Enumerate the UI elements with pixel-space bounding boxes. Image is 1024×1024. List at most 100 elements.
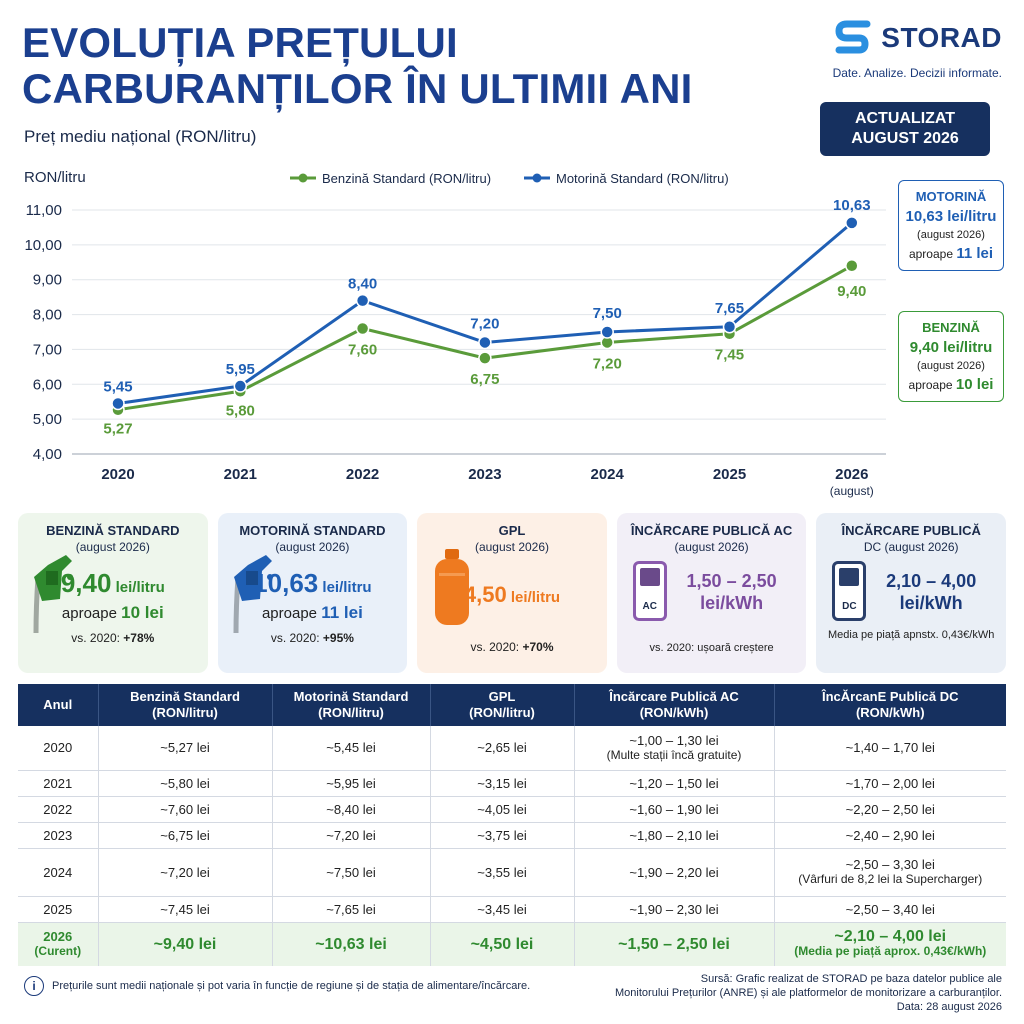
data-label-1: 5,45 bbox=[103, 378, 132, 395]
th-year-label: Anul bbox=[43, 697, 73, 712]
data-label-0: 7,20 bbox=[593, 355, 622, 372]
table-row: 2025 ~7,45 lei ~7,65 lei ~3,45 lei ~1,90 – 2… bbox=[18, 896, 1006, 923]
data-point-0 bbox=[845, 259, 859, 273]
table-row: 2020 ~5,27 lei ~5,45 lei ~2,65 lei ~1,00 – 1… bbox=[18, 726, 1006, 771]
card-diesel-vs-value: +95% bbox=[322, 631, 354, 645]
petrol-callout-date: (august 2026) bbox=[917, 360, 985, 372]
cell-dc: ~2,40 – 2,90 lei bbox=[774, 822, 1006, 849]
card-diesel-vs: vs. 2020: +95% bbox=[226, 631, 400, 645]
y-tick-label: 7,00 bbox=[33, 341, 62, 358]
brand-tagline: Date. Analize. Decizii informate. bbox=[832, 66, 1002, 80]
cell-diesel: ~7,65 lei bbox=[272, 896, 431, 923]
th-lpg: GPL (RON/litru) bbox=[430, 684, 575, 726]
legend-marker-1 bbox=[532, 173, 542, 183]
x-tick-label: 2020 bbox=[101, 466, 134, 483]
data-point-1 bbox=[722, 320, 737, 334]
card-diesel-number: 10,63 bbox=[253, 568, 319, 598]
legend-label-1: Motorină Standard (RON/litru) bbox=[556, 171, 729, 186]
card-dc-value: 2,10 – 4,00 lei/kWh bbox=[824, 570, 998, 614]
th-petrol-l2: (RON/litru) bbox=[152, 705, 218, 720]
data-point-1 bbox=[111, 396, 125, 411]
table-row: 2022 ~7,60 lei ~8,40 lei ~4,05 lei ~1,60 – 1… bbox=[18, 796, 1006, 823]
card-petrol-vs-value: +78% bbox=[123, 631, 155, 645]
legend-label-0: Benzină Standard (RON/litru) bbox=[322, 171, 491, 186]
table-row: 2021 ~5,80 lei ~5,95 lei ~3,15 lei ~1,20 – 1… bbox=[18, 770, 1006, 797]
data-point-0 bbox=[478, 351, 492, 365]
cell-current-year: 2026 (Curent) bbox=[18, 922, 99, 966]
th-ac-l1: Încărcare Publică AC bbox=[609, 689, 739, 704]
card-petrol-approx-prefix: aproape bbox=[61, 605, 117, 622]
card-diesel-approx-value: 11 lei bbox=[321, 603, 363, 622]
cell-petrol: ~7,45 lei bbox=[98, 896, 273, 923]
petrol-callout-title: BENZINĂ bbox=[922, 320, 980, 335]
cell-ac: ~1,20 – 1,50 lei bbox=[574, 770, 775, 797]
cell-lpg: ~2,65 lei bbox=[430, 726, 575, 771]
table-header-row: Anul Benzină Standard (RON/litru) Motorin… bbox=[18, 684, 1006, 726]
cell-ac: ~1,80 – 2,10 lei bbox=[574, 822, 775, 849]
cell-dc-value: ~2,50 – 3,30 lei bbox=[845, 857, 935, 872]
th-year: Anul bbox=[18, 684, 99, 726]
brand-block: STORAD Date. Analize. Decizii informate. bbox=[812, 18, 1002, 80]
card-diesel-unit: lei/litru bbox=[322, 579, 372, 596]
cell-current-year-note: (Curent) bbox=[34, 944, 82, 959]
diesel-callout: MOTORINĂ 10,63 lei/litru (august 2026) a… bbox=[898, 180, 1004, 271]
data-point-1 bbox=[233, 379, 248, 393]
cell-current-petrol: ~9,40 lei bbox=[98, 922, 273, 966]
diesel-callout-approx: aproape 11 lei bbox=[903, 245, 999, 262]
th-petrol: Benzină Standard (RON/litru) bbox=[98, 684, 273, 726]
cell-petrol: ~7,20 lei bbox=[98, 848, 273, 897]
card-ac-range: 1,50 – 2,50 bbox=[686, 571, 777, 591]
data-label-1: 10,63 bbox=[833, 197, 871, 214]
fuel-pump-blue-icon bbox=[233, 555, 273, 634]
card-diesel-title: MOTORINĂ STANDARD bbox=[239, 523, 386, 538]
th-lpg-l1: GPL bbox=[488, 689, 516, 704]
th-lpg-l2: (RON/litru) bbox=[469, 705, 535, 720]
cell-diesel: ~5,95 lei bbox=[272, 770, 431, 797]
storad-s-logo-icon bbox=[835, 20, 871, 54]
card-lpg: GPL (august 2026) 4,50 lei/litru vs. 202… bbox=[417, 513, 607, 673]
th-dc: ÎncĂrcanE Publică DC (RON/kWh) bbox=[774, 684, 1006, 726]
card-dc-charging: DC ÎNCĂRCARE PUBLICĂ DC (august 2026) 2,… bbox=[816, 513, 1006, 673]
card-ac-charging: AC ÎNCĂRCARE PUBLICĂ AC (august 2026) 1,… bbox=[616, 513, 807, 673]
cell-dc-value: ~1,70 – 2,00 lei bbox=[845, 775, 935, 791]
cell-petrol: ~7,60 lei bbox=[98, 796, 273, 823]
cell-lpg: ~4,05 lei bbox=[430, 796, 575, 823]
source-line-2: Monitorului Prețurilor (ANRE) și ale pla… bbox=[615, 987, 1002, 999]
y-axis-label: RON/litru bbox=[24, 169, 86, 186]
y-tick-label: 8,00 bbox=[33, 307, 62, 324]
y-tick-label: 4,00 bbox=[33, 446, 62, 463]
diesel-callout-value: 10,63 lei/litru bbox=[905, 208, 997, 225]
footnote: i Prețurile sunt medii naționale și pot … bbox=[24, 976, 530, 996]
cell-year: 2025 bbox=[18, 896, 99, 923]
data-label-0: 7,45 bbox=[715, 347, 744, 364]
th-dc-l2: (RON/kWh) bbox=[855, 705, 925, 720]
petrol-callout-approx: aproape 10 lei bbox=[903, 376, 999, 393]
cell-lpg-value: ~3,45 lei bbox=[477, 901, 527, 917]
data-label-1: 8,40 bbox=[348, 276, 377, 293]
card-ac-unit: lei/kWh bbox=[700, 593, 764, 613]
card-petrol-vs: vs. 2020: +78% bbox=[26, 631, 200, 645]
data-point-1 bbox=[478, 335, 492, 350]
table-row-current: 2026 (Curent) ~9,40 lei ~10,63 lei ~4,50 lei… bbox=[18, 922, 1006, 966]
price-table: Anul Benzină Standard (RON/litru) Motorin… bbox=[18, 684, 1006, 966]
source-line-3: Data: 28 august 2026 bbox=[896, 1001, 1002, 1013]
th-dc-l1: ÎncĂrcanE Publică DC bbox=[821, 689, 959, 704]
data-label-0: 5,27 bbox=[103, 421, 132, 438]
y-tick-label: 5,00 bbox=[33, 411, 62, 428]
card-ac-title: ÎNCĂRCARE PUBLICĂ AC bbox=[630, 523, 793, 538]
dc-charger-label: DC bbox=[842, 601, 857, 612]
card-lpg-number: 4,50 bbox=[463, 582, 507, 607]
ac-charger-icon: AC bbox=[632, 561, 667, 621]
page-title: EVOLUȚIA PREȚULUI CARBURANȚILOR ÎN ULTIM… bbox=[22, 19, 693, 112]
cell-ac-value: ~1,80 – 2,10 lei bbox=[629, 827, 719, 843]
cell-year-value: 2023 bbox=[43, 827, 73, 843]
legend-marker-0 bbox=[298, 173, 308, 183]
cell-lpg: ~3,55 lei bbox=[430, 848, 575, 897]
cell-year-value: 2022 bbox=[43, 801, 73, 817]
chart-svg: RON/litru 4,00 5,00 6,00 7,00 8,00 9,00 10,00 11… bbox=[24, 169, 886, 498]
cell-ac-value: ~1,00 – 1,30 lei bbox=[629, 732, 719, 748]
x-tick-label: 2023 bbox=[468, 466, 501, 483]
cell-current-ac-value: ~1,50 – 2,50 lei bbox=[618, 935, 730, 953]
cell-petrol-value: ~5,27 lei bbox=[160, 740, 210, 756]
cell-current-diesel-value: ~10,63 lei bbox=[315, 935, 387, 953]
